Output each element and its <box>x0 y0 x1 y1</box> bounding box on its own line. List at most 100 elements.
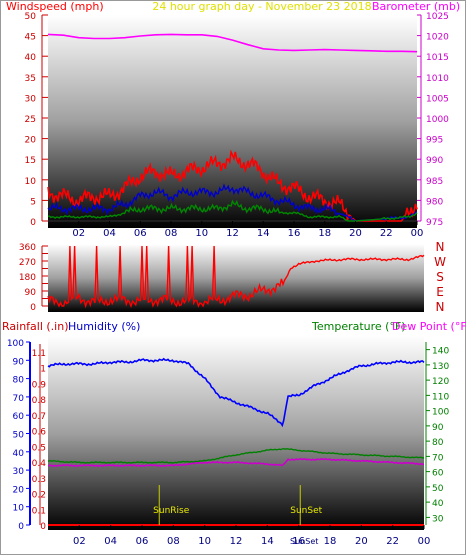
barometer-tick-label: 980 <box>426 197 443 207</box>
humidity-tick-label: 10 <box>13 504 25 514</box>
climate-xtick-label: 12 <box>230 536 243 547</box>
wind-xtick-label: 08 <box>165 228 178 239</box>
wind-xtick-label: 22 <box>380 228 393 239</box>
humidity-line <box>47 357 425 428</box>
sunset-label: SunSet <box>290 506 322 516</box>
direction-tick-label: 270 <box>19 258 36 268</box>
direction-tick-label: 90 <box>25 288 37 298</box>
rainfall-tick-label: 0.7 <box>32 412 46 422</box>
wind-xtick-label: 12 <box>226 228 239 239</box>
direction-tick-label: 360 <box>19 243 36 253</box>
barometer-tick-label: 1005 <box>426 94 449 104</box>
wind-xtick-label: 10 <box>195 228 208 239</box>
temperature-tick-label: 110 <box>432 392 449 402</box>
climate-xtick-label: 10 <box>198 536 211 547</box>
wind-xtick-label: 04 <box>103 228 116 239</box>
wind-xtick-label: 00 <box>411 228 424 239</box>
windspeed-tick-label: 5 <box>30 197 36 207</box>
rainfall-tick-label: 0.2 <box>32 491 46 501</box>
barometer-tick-label: 995 <box>426 136 443 146</box>
climate-xtick-label: 02 <box>73 536 86 547</box>
sunset-axis-label: SunSet <box>290 537 318 546</box>
climate-xtick-label: 18 <box>324 536 337 547</box>
windspeed-tick-label: 20 <box>25 136 37 146</box>
barometer-tick-label: 975 <box>426 218 443 228</box>
compass-label: E <box>436 285 444 299</box>
rainfall-tick-label: 0.6 <box>32 428 47 438</box>
climate-plot-area <box>48 336 424 530</box>
humidity-tick-label: 60 <box>13 412 25 422</box>
temperature-tick-label: 40 <box>432 499 444 509</box>
rainfall-tick-label: 0.9 <box>32 380 47 390</box>
wind-xtick-label: 02 <box>72 228 85 239</box>
windspeed-tick-label: 35 <box>25 74 36 84</box>
rainfall-tick-label: 0.4 <box>32 459 47 469</box>
barometer-line <box>47 33 418 53</box>
humidity-tick-label: 90 <box>13 357 25 367</box>
wind-xtick-label: 18 <box>318 228 331 239</box>
humidity-tick-label: 100 <box>7 339 24 349</box>
climate-xtick-label: 06 <box>136 536 149 547</box>
windspeed-tick-label: 0 <box>30 218 36 228</box>
rainfall-axis-label: Rainfall (.in) <box>2 320 69 333</box>
barometer-tick-label: 985 <box>426 177 443 187</box>
temperature-axis-label: Temperature (°F) <box>311 320 406 333</box>
temperature-tick-label: 60 <box>432 469 444 479</box>
windspeed-tick-label: 45 <box>25 33 36 43</box>
rainfall-tick-label: 0 <box>40 522 46 532</box>
compass-label: S <box>436 270 444 284</box>
temperature-tick-label: 130 <box>432 362 449 372</box>
rainfall-tick-label: 0.3 <box>32 475 46 485</box>
chart-title: 24 hour graph day - November 23 2018 <box>152 0 371 13</box>
temperature-tick-label: 90 <box>432 423 444 433</box>
windspeed-tick-label: 10 <box>25 177 37 187</box>
windspeed-tick-label: 30 <box>25 94 37 104</box>
barometer-tick-label: 1025 <box>426 12 449 22</box>
barometer-axis-label: Barometer (mb) <box>372 0 460 13</box>
wind-xtick-label: 16 <box>288 228 301 239</box>
humidity-tick-label: 70 <box>13 394 25 404</box>
climate-xtick-label: 22 <box>386 536 399 547</box>
climate-xtick-label: 20 <box>355 536 368 547</box>
barometer-tick-label: 1000 <box>426 115 449 125</box>
temperature-line <box>47 447 425 464</box>
wind-xtick-label: 20 <box>349 228 362 239</box>
direction-plot-area <box>48 244 424 312</box>
windspeed-tick-label: 50 <box>25 12 37 22</box>
compass-label: N <box>436 300 445 314</box>
direction-tick-label: 0 <box>30 303 36 313</box>
windspeed-tick-label: 15 <box>25 156 36 166</box>
windspeed-axis-label: Windspeed (mph) <box>6 0 104 13</box>
barometer-tick-label: 990 <box>426 156 443 166</box>
climate-xtick-label: 00 <box>418 536 431 547</box>
temperature-tick-label: 30 <box>432 514 444 524</box>
compass-label: N <box>436 240 445 254</box>
windspeed-tick-label: 25 <box>25 115 36 125</box>
climate-xtick-label: 14 <box>261 536 274 547</box>
temperature-tick-label: 80 <box>432 438 444 448</box>
wind-direction-line <box>47 245 425 309</box>
rainfall-tick-label: 1.1 <box>32 349 46 359</box>
temperature-tick-label: 100 <box>432 408 449 418</box>
compass-label: W <box>434 255 446 269</box>
humidity-tick-label: 50 <box>13 431 25 441</box>
rainfall-tick-label: 0.8 <box>32 396 47 406</box>
dewpoint-axis-label: Dew Point (°F) <box>392 320 466 333</box>
temperature-tick-label: 140 <box>432 347 449 357</box>
climate-xtick-label: 08 <box>167 536 180 547</box>
humidity-tick-label: 30 <box>13 467 25 477</box>
humidity-axis-label: Humidity (%) <box>68 320 140 333</box>
humidity-tick-label: 0 <box>18 522 24 532</box>
sunrise-label: SunRise <box>153 506 190 516</box>
climate-xtick-label: 16 <box>292 536 305 547</box>
windspeed-tick-label: 40 <box>25 53 37 63</box>
humidity-tick-label: 80 <box>13 376 25 386</box>
wind-xtick-label: 14 <box>257 228 270 239</box>
barometer-tick-label: 1010 <box>426 74 449 84</box>
barometer-tick-label: 1015 <box>426 53 449 63</box>
rainfall-tick-label: 0.5 <box>32 443 46 453</box>
wind-xtick-label: 06 <box>134 228 147 239</box>
barometer-tick-label: 1020 <box>426 33 449 43</box>
humidity-tick-label: 40 <box>13 449 25 459</box>
